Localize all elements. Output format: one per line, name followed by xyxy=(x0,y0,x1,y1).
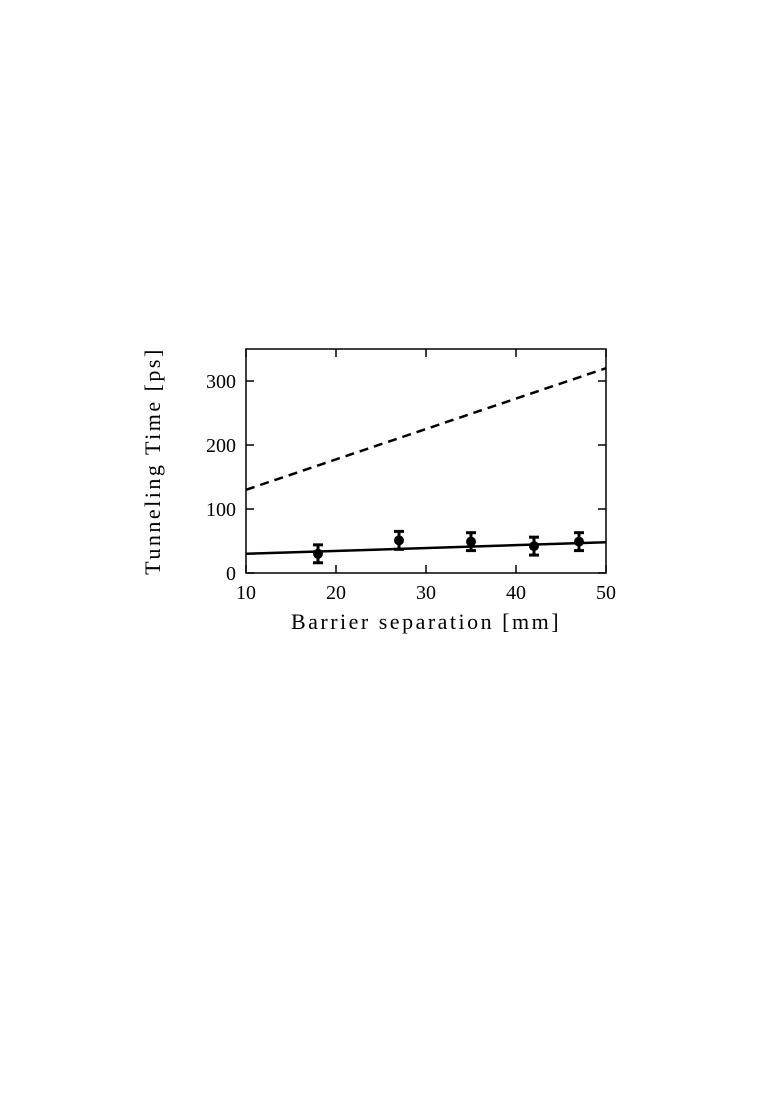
x-axis-label: Barrier separation [mm] xyxy=(291,609,561,634)
data-point xyxy=(466,536,476,547)
data-point xyxy=(529,541,539,552)
x-tick-label: 30 xyxy=(416,582,436,604)
x-tick-label: 20 xyxy=(326,582,346,604)
y-tick-label: 300 xyxy=(206,371,236,393)
y-tick-label: 0 xyxy=(226,563,236,585)
x-tick-label: 40 xyxy=(506,582,526,604)
x-tick-label: 50 xyxy=(596,582,616,604)
x-tick-label: 10 xyxy=(236,582,256,604)
solid-line xyxy=(245,541,607,556)
plot-frame xyxy=(245,348,607,574)
data-point xyxy=(574,536,584,547)
y-axis-label: Tunneling Time [ps] xyxy=(140,347,165,575)
data-point xyxy=(394,535,404,546)
y-tick-label: 100 xyxy=(206,499,236,521)
y-tick-label: 200 xyxy=(206,435,236,457)
dashed-line xyxy=(245,367,607,491)
data-point xyxy=(313,548,323,559)
